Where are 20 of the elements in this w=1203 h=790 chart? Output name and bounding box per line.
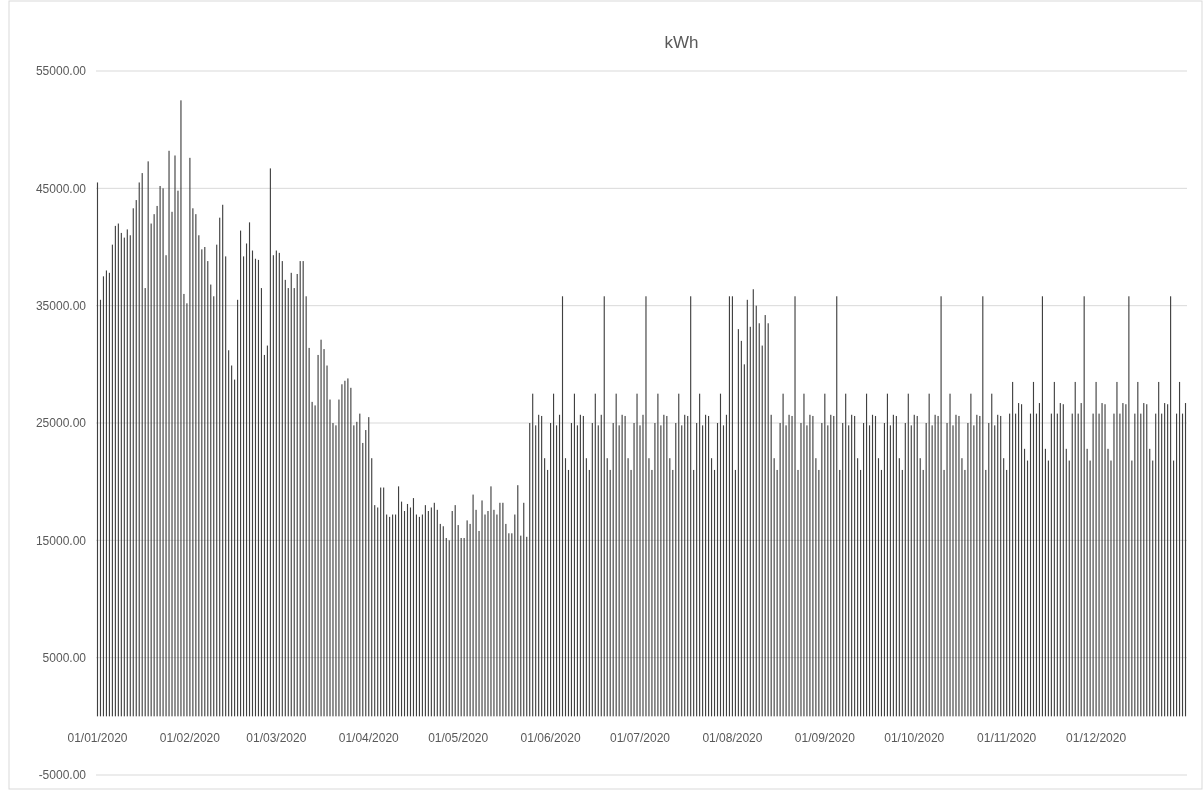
y-tick-label: 45000.00 [35,181,87,196]
x-tick-label: 01/09/2020 [794,731,856,746]
y-tick-label: 5000.00 [42,650,87,665]
x-tick-label: 01/07/2020 [609,731,671,746]
y-tick-label: 15000.00 [35,533,87,548]
y-tick-label: 35000.00 [35,298,87,313]
y-tick-label: -5000.00 [38,768,87,783]
x-tick-label: 01/05/2020 [428,731,489,746]
x-tick-label: 01/02/2020 [159,731,221,746]
x-tick-label: 01/08/2020 [702,731,763,746]
x-tick-label: 01/03/2020 [246,731,307,746]
x-tick-label: 01/01/2020 [67,731,128,746]
x-tick-label: 01/12/2020 [1066,731,1127,746]
x-tick-label: 01/11/2020 [977,731,1037,746]
x-tick-label: 01/06/2020 [520,731,581,746]
chart-title: kWh [664,33,699,52]
y-tick-label: 55000.00 [35,64,87,79]
x-tick-label: 01/10/2020 [884,731,945,746]
x-tick-label: 01/04/2020 [338,731,400,746]
y-tick-label: 25000.00 [35,416,87,431]
